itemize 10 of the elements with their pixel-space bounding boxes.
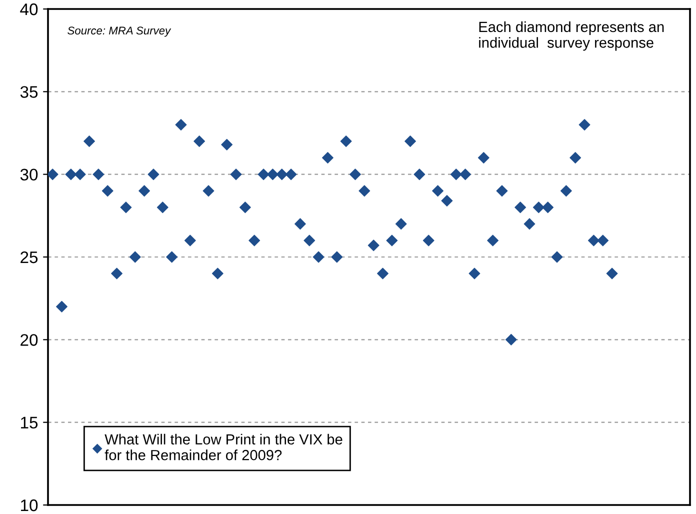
y-tick-label: 15 [21, 416, 38, 429]
y-tick-label: 40 [20, 3, 38, 16]
y-tick-label: 35 [20, 86, 38, 98]
y-tick-label: 20 [20, 334, 38, 346]
legend-label: What Will the Low Print in the VIX be for the Remainder of 2009? [104, 434, 342, 460]
annotation: Source: MRA Survey [68, 26, 172, 37]
y-tick-label: 30 [20, 168, 38, 181]
y-tick-label: 25 [20, 251, 38, 264]
annotation: Each diamond represents an individual survey response [479, 21, 664, 51]
y-tick-label: 10 [21, 499, 38, 512]
